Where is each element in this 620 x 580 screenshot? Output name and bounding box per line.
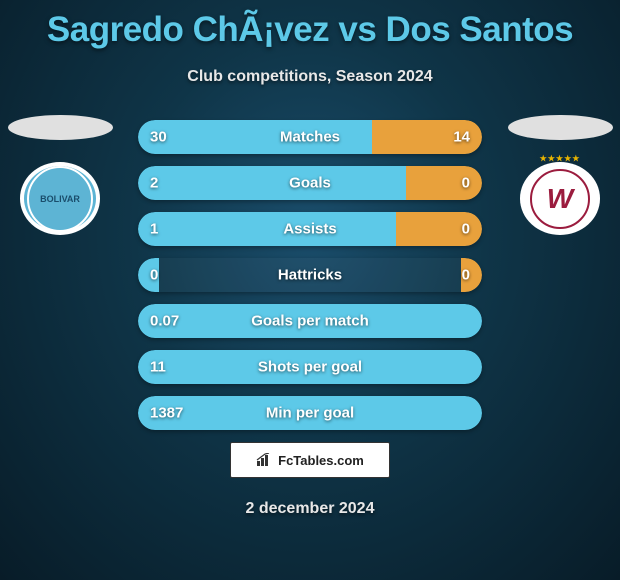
stat-row: 0.07 Goals per match [138, 304, 482, 338]
stat-row: 30 Matches 14 [138, 120, 482, 154]
comparison-subtitle: Club competitions, Season 2024 [0, 68, 620, 86]
credit-badge[interactable]: FcTables.com [230, 442, 390, 478]
stat-value-right: 14 [453, 129, 470, 146]
stat-label: Assists [283, 221, 336, 238]
credit-text: FcTables.com [278, 453, 364, 468]
stat-label: Min per goal [266, 405, 354, 422]
stat-value-right: 0 [462, 175, 470, 192]
stat-value-left: 2 [150, 175, 158, 192]
stat-label: Shots per goal [258, 359, 362, 376]
club-badge-left: BOLIVAR [20, 162, 100, 235]
stat-row: 1 Assists 0 [138, 212, 482, 246]
country-tag-right [508, 115, 613, 140]
stat-value-right: 0 [462, 221, 470, 238]
stats-container: 30 Matches 14 2 Goals 0 1 Assists 0 0 Hattricks 0 0.… [138, 120, 482, 442]
stat-label: Goals per match [251, 313, 369, 330]
stat-row: 2 Goals 0 [138, 166, 482, 200]
country-tag-left [8, 115, 113, 140]
date-label: 2 december 2024 [0, 500, 620, 518]
player-left-block: BOLIVAR [5, 115, 115, 235]
comparison-title: Sagredo ChÃ¡vez vs Dos Santos [0, 0, 620, 50]
stat-label: Goals [289, 175, 331, 192]
stat-row: 1387 Min per goal [138, 396, 482, 430]
club-badge-right-text: W [530, 169, 590, 229]
stat-row: 0 Hattricks 0 [138, 258, 482, 292]
stat-value-right: 0 [462, 267, 470, 284]
chart-icon [256, 453, 274, 467]
stat-value-left: 1 [150, 221, 158, 238]
stat-value-left: 11 [150, 359, 166, 376]
stat-value-left: 30 [150, 129, 167, 146]
stat-label: Hattricks [278, 267, 342, 284]
stars-icon: ★★★★★ [540, 154, 581, 163]
club-badge-right: ★★★★★ W [520, 162, 600, 235]
stat-value-left: 1387 [150, 405, 183, 422]
club-badge-left-text: BOLIVAR [40, 194, 80, 204]
stat-value-left: 0.07 [150, 313, 179, 330]
player-right-block: ★★★★★ W [505, 115, 615, 235]
stat-row: 11 Shots per goal [138, 350, 482, 384]
stat-value-left: 0 [150, 267, 158, 284]
stat-label: Matches [280, 129, 340, 146]
